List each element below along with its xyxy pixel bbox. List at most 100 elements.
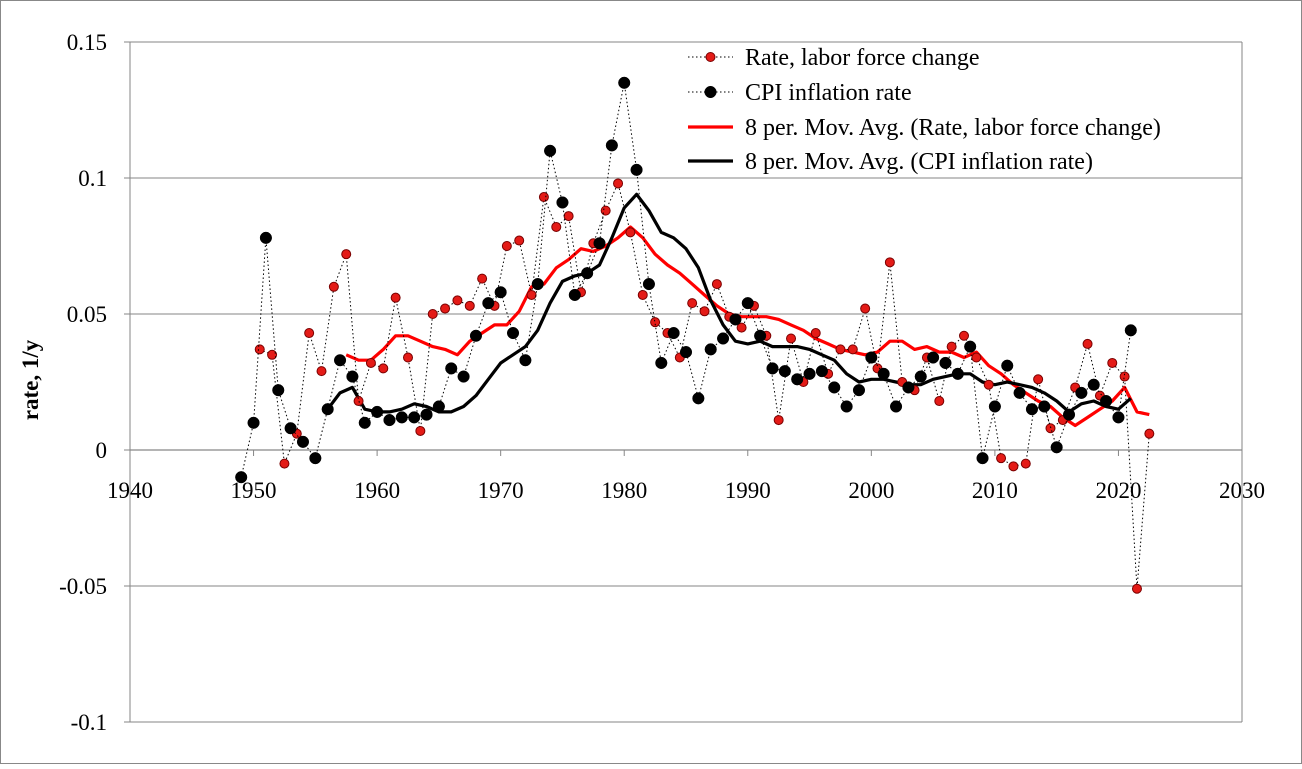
data-point (563, 211, 574, 222)
gridlines (130, 41, 1242, 723)
data-point (729, 313, 742, 326)
legend-point-marker (705, 52, 716, 62)
data-point (452, 295, 463, 306)
data-point (506, 326, 520, 340)
data-point (1131, 583, 1142, 594)
data-point (247, 416, 260, 429)
data-point (852, 384, 866, 397)
series-layer (235, 76, 1155, 594)
data-point (259, 231, 272, 244)
data-point (1025, 403, 1039, 416)
data-point (477, 273, 488, 284)
data-point (464, 300, 475, 311)
data-point (544, 144, 557, 157)
tick-labels: 0.15 0.1 0.05 0 -0.05 -0.1 1940 1950 1960 1970 198… (59, 30, 1265, 735)
data-point (754, 329, 767, 342)
data-point (865, 351, 878, 364)
legend-point-marker (704, 85, 717, 99)
data-point (773, 415, 784, 426)
x-tick-label: 2010 (972, 478, 1018, 503)
y-tick-label: -0.05 (59, 574, 107, 599)
data-point (1062, 408, 1076, 421)
data-point (877, 367, 890, 380)
data-point (272, 384, 285, 397)
data-point (309, 452, 322, 465)
data-point (365, 357, 376, 368)
data-point (1087, 378, 1100, 391)
data-point (494, 286, 507, 299)
x-tick-label: 2000 (848, 478, 894, 503)
series-0 (254, 178, 1155, 594)
data-point (711, 279, 722, 290)
data-point (1075, 386, 1088, 399)
data-point (704, 343, 717, 356)
data-point (642, 278, 655, 291)
data-point (778, 365, 791, 378)
data-point (699, 306, 710, 317)
data-point (581, 267, 594, 280)
data-point (860, 303, 871, 314)
data-point (519, 354, 532, 367)
data-point (395, 411, 408, 424)
data-point (786, 333, 797, 344)
data-point (600, 205, 611, 216)
data-point (353, 396, 364, 407)
x-tick-label: 1960 (354, 478, 400, 503)
x-tick-label: 1970 (478, 478, 524, 503)
data-point (847, 344, 858, 355)
data-point (304, 328, 315, 339)
data-point (971, 352, 982, 363)
data-point (983, 379, 994, 390)
moving-average-line (326, 192, 1132, 414)
data-point (618, 76, 631, 89)
data-point (371, 405, 384, 418)
data-point (902, 381, 915, 394)
data-point (284, 422, 297, 435)
data-point (828, 381, 841, 394)
data-point (717, 332, 730, 345)
data-point (1100, 394, 1113, 408)
data-point (1119, 371, 1130, 382)
data-point (692, 392, 705, 405)
x-tick-label: 1980 (601, 478, 647, 503)
data-point (1144, 428, 1155, 439)
data-point (939, 356, 952, 370)
data-point (321, 403, 334, 416)
data-point (267, 349, 278, 360)
data-point (679, 346, 693, 359)
x-tick-label: 2030 (1219, 478, 1265, 503)
data-point (235, 471, 248, 484)
data-point (927, 351, 940, 364)
data-point (667, 326, 680, 340)
data-point (445, 362, 458, 375)
data-point (469, 329, 483, 342)
y-tick-label: -0.1 (71, 710, 107, 735)
data-point (383, 414, 396, 427)
data-point (531, 278, 544, 291)
data-point (687, 298, 698, 309)
data-point (551, 221, 562, 232)
x-tick-label: 1990 (725, 478, 771, 503)
legend-label: CPI inflation rate (745, 80, 912, 106)
data-point (1082, 338, 1093, 349)
data-point (889, 400, 903, 413)
data-point (440, 303, 451, 314)
data-point (650, 317, 661, 328)
data-point (432, 400, 445, 413)
data-point (959, 330, 969, 341)
data-point (934, 396, 945, 407)
x-tick-label: 2020 (1095, 478, 1141, 503)
data-point (568, 288, 581, 302)
data-point (810, 328, 821, 339)
y-tick-label: 0.15 (67, 30, 107, 55)
data-point (605, 139, 618, 152)
data-point (655, 356, 668, 370)
data-point (1013, 386, 1026, 399)
data-point (526, 289, 537, 300)
data-point (1112, 411, 1125, 424)
data-point (501, 241, 512, 251)
data-point (840, 400, 853, 413)
